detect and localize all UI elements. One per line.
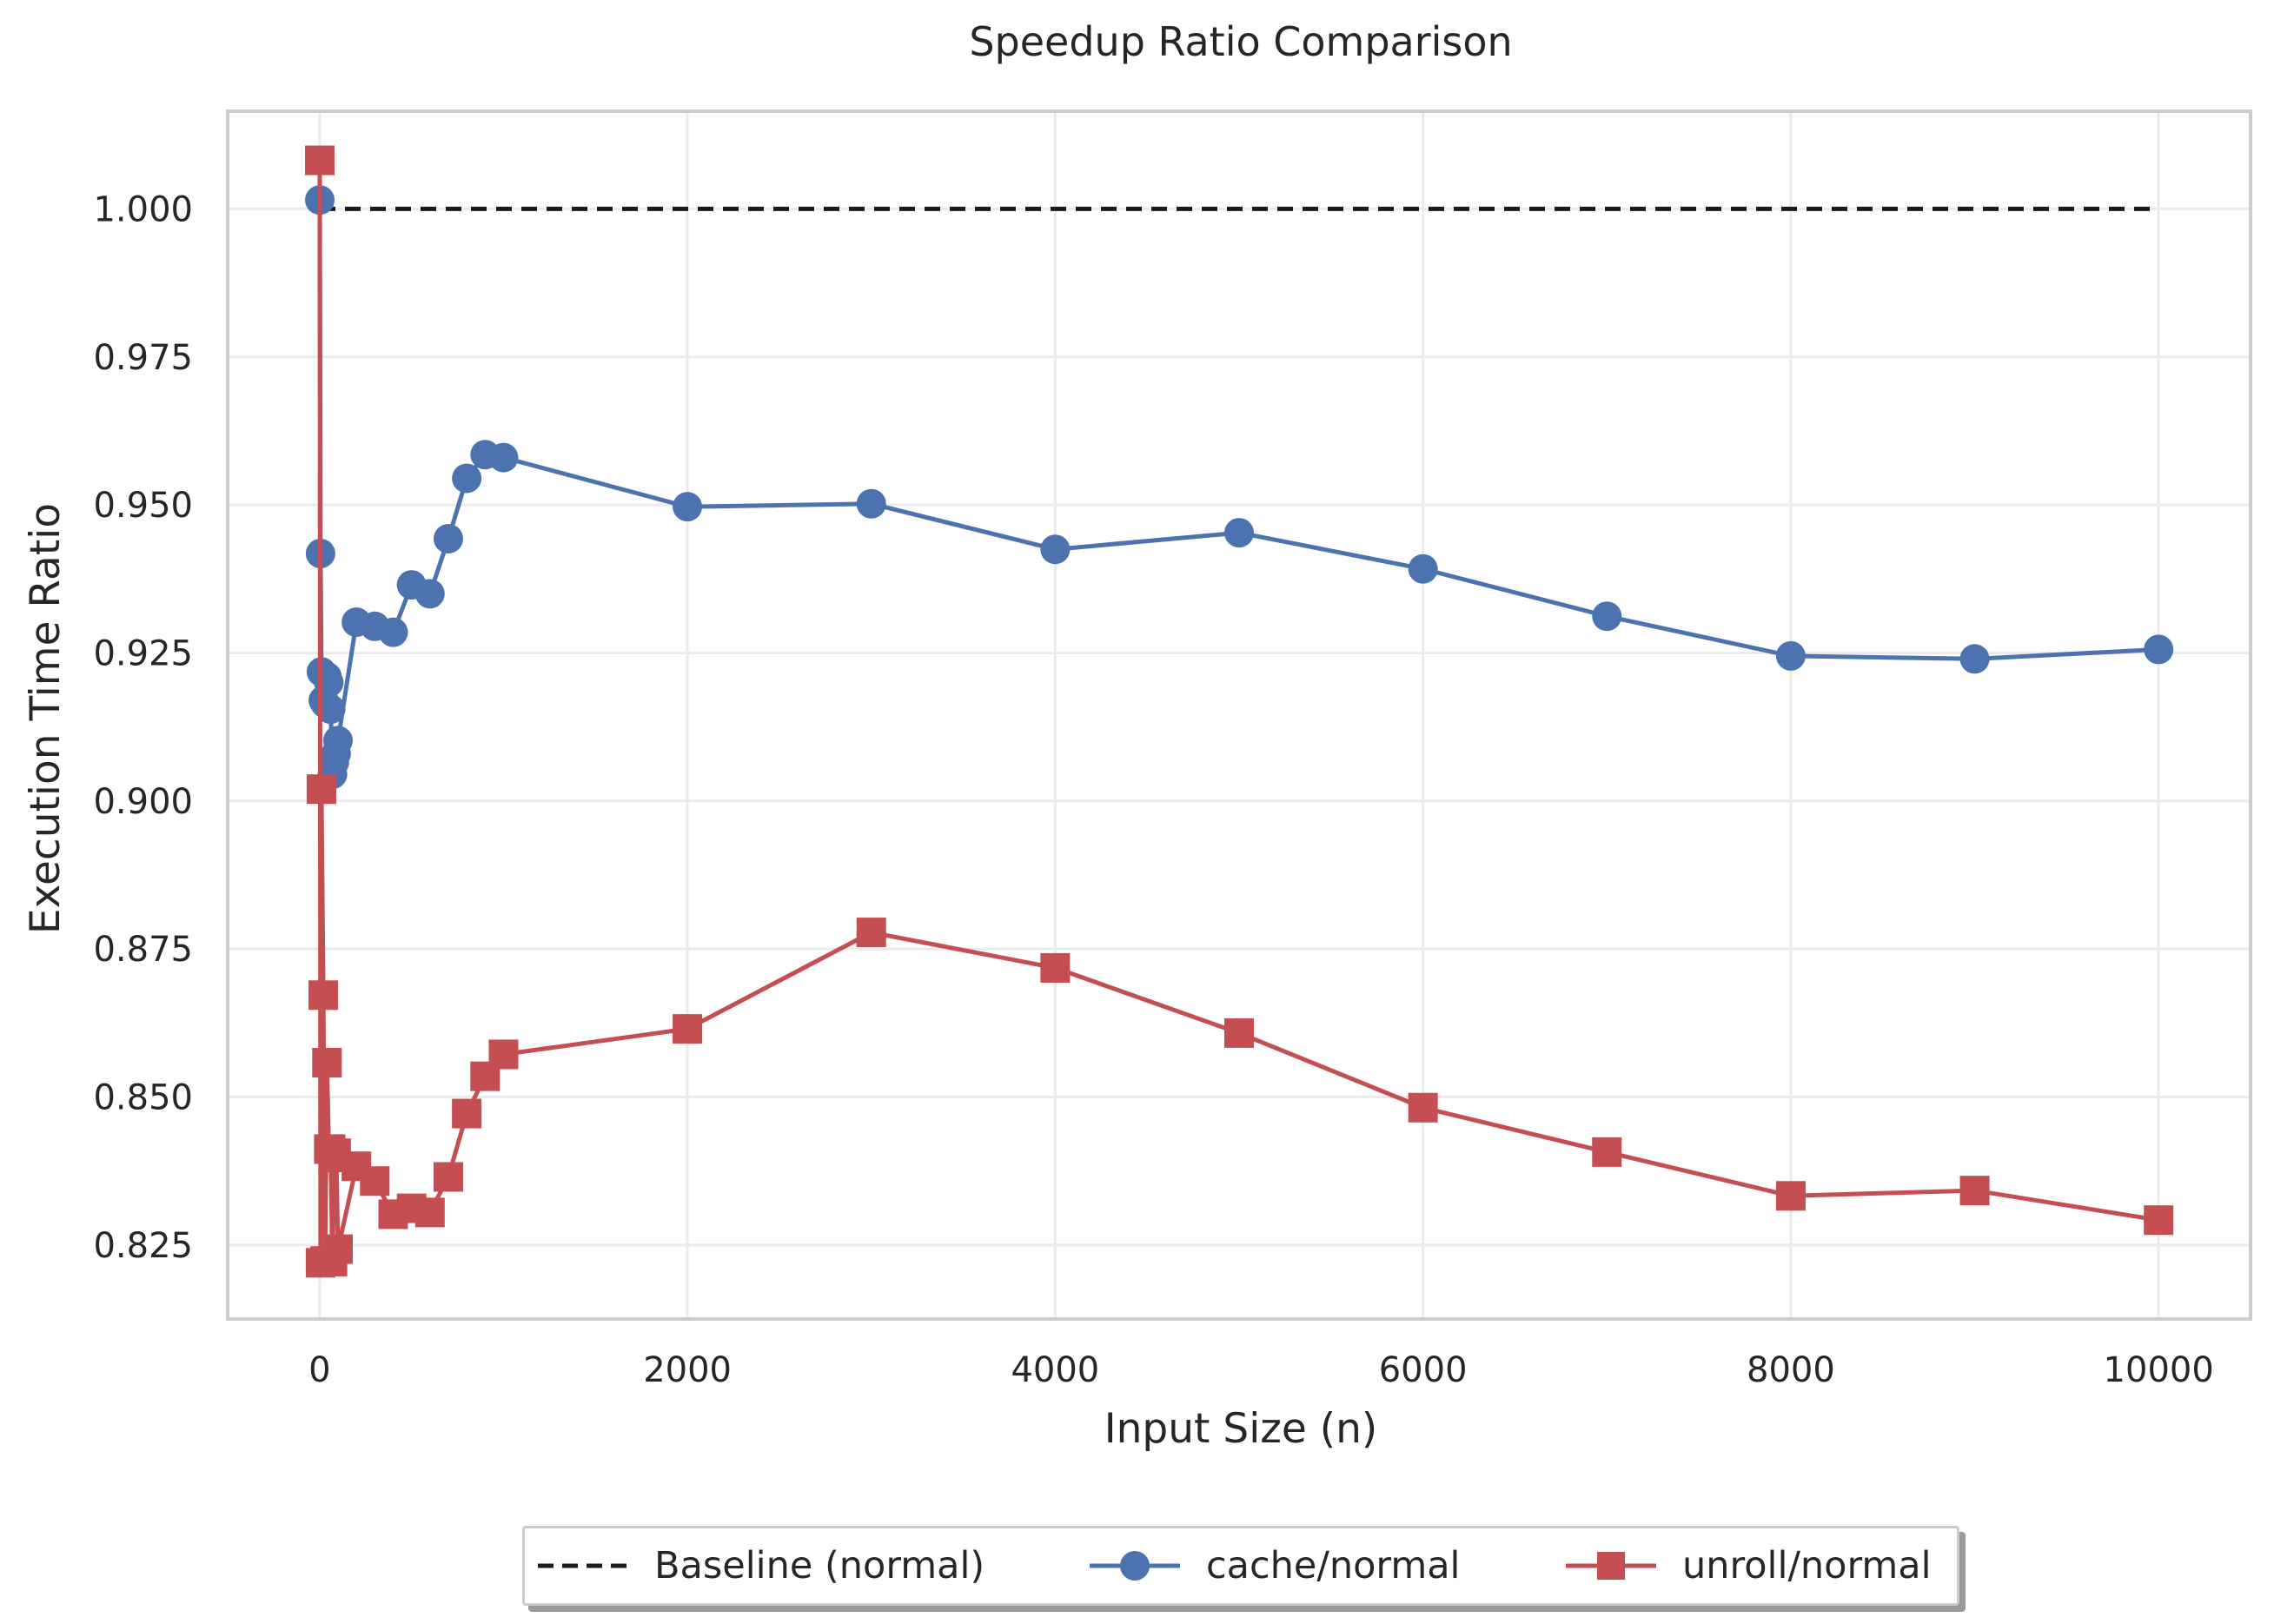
legend-label-unroll: unroll/normal	[1682, 1544, 1932, 1588]
data-point-unroll-normal	[414, 1197, 445, 1228]
data-point-unroll-normal	[1224, 1017, 1254, 1048]
x-tick-label: 8000	[1747, 1350, 1835, 1390]
plot-frame	[226, 109, 2252, 1321]
data-point-unroll-normal	[308, 980, 339, 1011]
legend-entry-baseline: Baseline (normal)	[538, 1528, 985, 1603]
x-tick-label: 4000	[1011, 1350, 1099, 1390]
data-point-unroll-normal	[1775, 1181, 1806, 1211]
y-tick-label: 1.000	[93, 189, 193, 229]
y-tick-label: 0.850	[93, 1077, 193, 1117]
data-point-cache-normal	[1224, 518, 1254, 548]
data-point-unroll-normal	[312, 1047, 342, 1077]
data-point-cache-normal	[673, 492, 703, 522]
data-point-unroll-normal	[1592, 1137, 1622, 1167]
legend-swatch-baseline	[538, 1563, 628, 1568]
data-point-cache-normal	[322, 726, 353, 756]
series-unroll-normal	[305, 145, 2174, 1278]
legend-entry-unroll: unroll/normal	[1566, 1528, 1932, 1603]
y-tick-label: 0.825	[93, 1226, 193, 1266]
legend-swatch-unroll	[1566, 1552, 1656, 1580]
data-point-unroll-normal	[305, 145, 335, 176]
y-tick-label: 0.975	[93, 338, 193, 378]
chart-title: Speedup Ratio Comparison	[969, 18, 1512, 65]
data-point-cache-normal	[1592, 601, 1622, 632]
legend-swatch-cache	[1090, 1551, 1180, 1581]
data-point-cache-normal	[1775, 640, 1806, 671]
data-point-cache-normal	[452, 463, 482, 494]
data-point-cache-normal	[488, 442, 519, 473]
grid	[228, 111, 2251, 1319]
data-point-unroll-normal	[306, 774, 336, 805]
x-axis-label: Input Size (n)	[1104, 1405, 1378, 1453]
x-tick-label: 0	[308, 1350, 330, 1390]
series-layer	[305, 145, 2174, 1278]
data-point-unroll-normal	[360, 1166, 390, 1196]
data-point-cache-normal	[414, 579, 445, 609]
data-point-unroll-normal	[488, 1039, 519, 1070]
data-point-unroll-normal	[856, 918, 886, 948]
y-tick-label: 0.925	[93, 633, 193, 673]
y-tick-label: 0.875	[93, 930, 193, 970]
y-tick-label: 0.950	[93, 486, 193, 526]
data-point-unroll-normal	[322, 1234, 353, 1264]
data-point-unroll-normal	[1959, 1176, 1990, 1206]
legend-label-baseline: Baseline (normal)	[654, 1544, 985, 1588]
x-tick-label: 6000	[1379, 1350, 1468, 1390]
x-tick-label: 10000	[2104, 1350, 2214, 1390]
data-point-cache-normal	[1408, 553, 1438, 584]
data-point-cache-normal	[378, 617, 408, 647]
y-axis-label: Execution Time Ratio	[22, 503, 70, 934]
data-point-cache-normal	[1959, 644, 1990, 674]
x-tick-label: 2000	[643, 1350, 732, 1390]
data-point-cache-normal	[1040, 534, 1071, 565]
legend: Baseline (normal) cache/normal unroll/no…	[522, 1526, 1959, 1606]
data-point-unroll-normal	[1408, 1092, 1438, 1123]
data-point-cache-normal	[433, 523, 463, 553]
series-line-cache-normal	[317, 200, 2159, 777]
data-point-unroll-normal	[452, 1098, 482, 1129]
data-point-cache-normal	[315, 694, 346, 725]
tick-labels: 0 2000 4000 6000 8000 10000 0.825 0.850 0.875 0.9…	[93, 189, 2213, 1390]
legend-label-cache: cache/normal	[1206, 1544, 1461, 1588]
data-point-cache-normal	[2144, 634, 2174, 665]
series-cache-normal	[305, 185, 2174, 790]
y-tick-label: 0.900	[93, 782, 193, 822]
data-point-unroll-normal	[2144, 1205, 2174, 1236]
data-point-unroll-normal	[433, 1162, 463, 1192]
data-point-cache-normal	[856, 488, 886, 519]
data-point-unroll-normal	[1040, 952, 1071, 983]
data-point-unroll-normal	[673, 1014, 703, 1044]
legend-entry-cache: cache/normal	[1090, 1528, 1461, 1603]
